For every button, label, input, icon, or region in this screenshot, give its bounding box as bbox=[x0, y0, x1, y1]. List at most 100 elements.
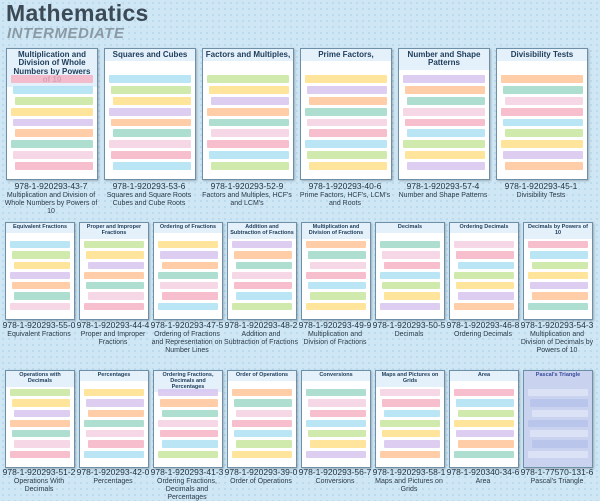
poster-decoration bbox=[10, 450, 70, 458]
poster-decoration bbox=[309, 96, 387, 105]
poster-caption-text: Number and Shape Patterns bbox=[398, 191, 488, 199]
poster-decoration bbox=[458, 440, 514, 448]
poster-decoration bbox=[113, 96, 191, 105]
poster-decoration bbox=[308, 282, 366, 290]
poster-caption: 978-1-920293-49-9 Multiplication and Divi… bbox=[297, 320, 373, 347]
poster-decoration bbox=[380, 241, 440, 249]
poster-caption-text: Operations With Decimals bbox=[13, 477, 65, 493]
poster-decoration bbox=[86, 251, 144, 259]
poster-decoration bbox=[530, 251, 588, 259]
poster-decoration bbox=[307, 118, 387, 127]
poster-caption: 978-1-920293-43-7 Multiplication and Divi… bbox=[2, 181, 100, 216]
poster-decoration bbox=[11, 107, 93, 116]
poster-decoration bbox=[11, 75, 93, 83]
poster: Ordering Fractions, Decimals and Percent… bbox=[153, 370, 223, 468]
poster-decoration bbox=[454, 389, 514, 397]
page-title: Mathematics bbox=[6, 0, 149, 26]
poster-decoration bbox=[456, 430, 514, 438]
poster: Proper and Improper Fractions bbox=[79, 222, 149, 320]
poster-decoration bbox=[234, 251, 292, 259]
poster-decoration bbox=[236, 261, 292, 269]
poster-decoration bbox=[158, 419, 218, 428]
poster-decoration bbox=[10, 302, 70, 310]
poster-title: Squares and Cubes bbox=[105, 49, 195, 62]
poster-title: Divisibility Tests bbox=[497, 49, 587, 62]
poster-title: Operations with Decimals bbox=[6, 371, 74, 387]
poster-title: Ordering Decimals bbox=[450, 223, 518, 233]
poster-caption: 978-1-920340-34-6 Area bbox=[445, 467, 521, 486]
poster-decoration bbox=[209, 85, 289, 94]
poster-decoration bbox=[232, 450, 292, 458]
poster-decoration bbox=[232, 271, 292, 280]
poster-decoration bbox=[236, 292, 292, 300]
poster-decoration bbox=[310, 292, 366, 300]
poster-decoration bbox=[10, 419, 70, 428]
poster-decoration bbox=[505, 129, 583, 138]
poster-decoration bbox=[407, 129, 485, 138]
poster: Maps and Pictures on Grids bbox=[375, 370, 445, 468]
poster-decoration bbox=[15, 129, 93, 138]
poster-decoration bbox=[84, 389, 144, 397]
poster-decoration bbox=[158, 450, 218, 458]
poster: Operations with Decimals bbox=[5, 370, 75, 468]
poster-decoration bbox=[382, 430, 440, 438]
poster-caption: 978-1-920293-55-0 Equivalent Fractions bbox=[1, 320, 77, 339]
poster: Equivalent Fractions bbox=[5, 222, 75, 320]
poster-decoration bbox=[162, 409, 218, 417]
poster-isbn: 978-1-920293-53-6 bbox=[112, 181, 186, 191]
poster-title: Number and Shape Patterns bbox=[399, 49, 489, 70]
poster: Multiplication and Division of Whole Num… bbox=[6, 48, 98, 180]
poster-decoration bbox=[158, 271, 218, 280]
poster-decoration bbox=[454, 302, 514, 310]
poster-title: Decimals by Powers of 10 bbox=[524, 223, 592, 239]
poster-title: Ordering Fractions, Decimals and Percent… bbox=[154, 371, 222, 393]
poster-decoration bbox=[456, 251, 514, 259]
page-subtitle: INTERMEDIATE bbox=[7, 25, 125, 42]
poster-decoration bbox=[305, 107, 387, 116]
poster-isbn: 978-1-920293-56-7 bbox=[298, 467, 372, 477]
poster-decoration bbox=[12, 251, 70, 259]
poster-decoration bbox=[528, 419, 588, 428]
poster-isbn: 978-1-920293-49-9 bbox=[298, 320, 372, 330]
poster-title: Multiplication and Division of Fractions bbox=[302, 223, 370, 239]
poster-decoration bbox=[501, 140, 583, 149]
poster-decoration bbox=[232, 389, 292, 397]
poster-title: Maps and Pictures on Grids bbox=[376, 371, 444, 387]
poster-decoration bbox=[458, 292, 514, 300]
poster-caption: 978-1-920293-48-2 Addition and Subtractio… bbox=[223, 320, 299, 347]
poster-decoration bbox=[211, 129, 289, 138]
poster-decoration bbox=[236, 440, 292, 448]
poster-decoration bbox=[306, 419, 366, 428]
poster: Ordering Decimals bbox=[449, 222, 519, 320]
poster-title: Addition and Subtraction of Fractions bbox=[228, 223, 296, 239]
poster-isbn: 978-1-920293-40-6 bbox=[308, 181, 382, 191]
poster-caption-text: Divisibility Tests bbox=[516, 191, 566, 199]
poster-decoration bbox=[10, 241, 70, 249]
poster-decoration bbox=[209, 118, 289, 127]
poster-decoration bbox=[505, 162, 583, 170]
poster-caption: 978-1-920293-46-8 Ordering Decimals bbox=[445, 320, 521, 339]
poster-isbn: 978-1-920293-48-2 bbox=[224, 320, 298, 330]
poster-decoration bbox=[403, 107, 485, 116]
poster-decoration bbox=[207, 107, 289, 116]
poster-caption: 978-1-920293-45-1 Divisibility Tests bbox=[492, 181, 590, 200]
poster-caption-text: Multiplication and Division of Whole Num… bbox=[4, 191, 98, 215]
poster-isbn: 978-1-920293-39-0 bbox=[224, 467, 298, 477]
poster-decoration bbox=[456, 399, 514, 407]
poster-decoration bbox=[382, 251, 440, 259]
poster-decoration bbox=[12, 282, 70, 290]
poster-caption-text: Prime Factors, HCF's, LCM's and Roots bbox=[299, 191, 391, 207]
poster-decoration bbox=[14, 440, 70, 448]
poster-decoration bbox=[458, 409, 514, 417]
poster: Order of Operations bbox=[227, 370, 297, 468]
poster-caption-text: Addition and Subtraction of Fractions bbox=[224, 330, 298, 346]
poster-decoration bbox=[160, 282, 218, 290]
poster-caption-text: Equivalent Fractions bbox=[7, 330, 71, 338]
poster-decoration bbox=[308, 399, 366, 407]
poster-decoration bbox=[403, 75, 485, 83]
poster-decoration bbox=[306, 271, 366, 280]
poster-decoration bbox=[86, 282, 144, 290]
poster-caption-text: Area bbox=[475, 477, 491, 485]
poster-decoration bbox=[307, 85, 387, 94]
